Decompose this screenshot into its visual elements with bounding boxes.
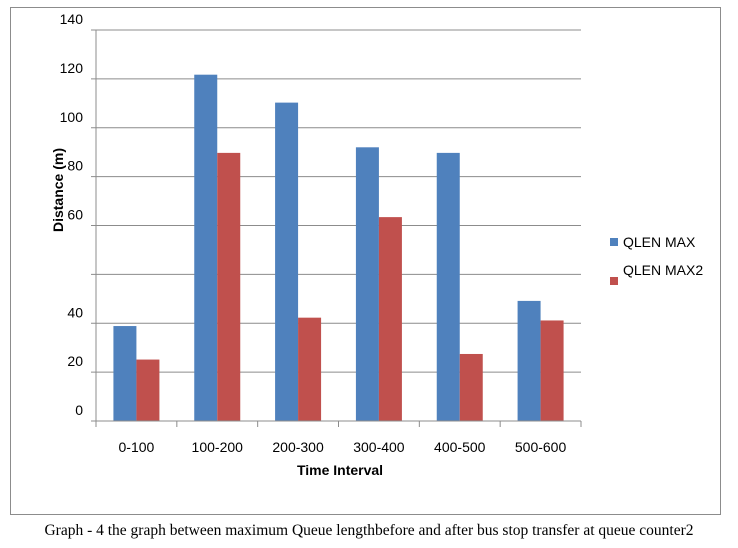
legend-label: QLEN MAX xyxy=(623,234,696,250)
legend-swatch xyxy=(610,277,618,285)
y-tick-label: 140 xyxy=(60,11,84,27)
chart-frame: 0 20 40 60 80 100 120 140 0-100 100-200 200-300 30… xyxy=(10,7,721,515)
bar-qlen-max2-100-200 xyxy=(217,152,241,421)
bar-chart: 0 20 40 60 80 100 120 140 0-100 100-200 200-300 30… xyxy=(50,11,703,478)
y-tick-label: 40 xyxy=(67,304,83,320)
bar-qlen-max2-400-500 xyxy=(459,353,483,421)
bar-qlen-max2-500-600 xyxy=(540,320,564,421)
x-tick-label: 0-100 xyxy=(119,439,155,455)
y-tick-label: 120 xyxy=(60,60,84,76)
x-tick-label: 100-200 xyxy=(192,439,244,455)
y-tick-label: 0 xyxy=(75,402,83,418)
bar-qlen-max2-0-100 xyxy=(136,359,160,421)
legend: QLEN MAX QLEN MAX2 xyxy=(610,234,703,285)
x-tick-label: 300-400 xyxy=(353,439,405,455)
figure-caption: Graph - 4 the graph between maximum Queu… xyxy=(44,522,694,539)
x-tick-label: 400-500 xyxy=(434,439,486,455)
bar-qlen-max-400-500 xyxy=(436,152,460,421)
bar-qlen-max-100-200 xyxy=(194,74,218,421)
legend-swatch xyxy=(610,238,618,246)
bar-qlen-max2-200-300 xyxy=(298,317,322,421)
y-axis-title: Distance (m) xyxy=(50,148,66,232)
bar-qlen-max-0-100 xyxy=(113,326,137,421)
legend-label: QLEN MAX2 xyxy=(623,262,703,278)
y-tick-label: 80 xyxy=(67,158,83,174)
x-axis-title: Time Interval xyxy=(297,462,383,478)
y-tick-label: 60 xyxy=(67,207,83,223)
x-tick-label: 500-600 xyxy=(515,439,567,455)
bar-qlen-max-500-600 xyxy=(517,300,541,421)
bar-qlen-max2-300-400 xyxy=(378,217,402,421)
y-tick-label: 20 xyxy=(67,353,83,369)
bar-qlen-max-300-400 xyxy=(355,147,379,422)
bar-qlen-max-200-300 xyxy=(275,102,299,421)
x-tick-label: 200-300 xyxy=(272,439,324,455)
y-tick-label: 100 xyxy=(60,109,84,125)
